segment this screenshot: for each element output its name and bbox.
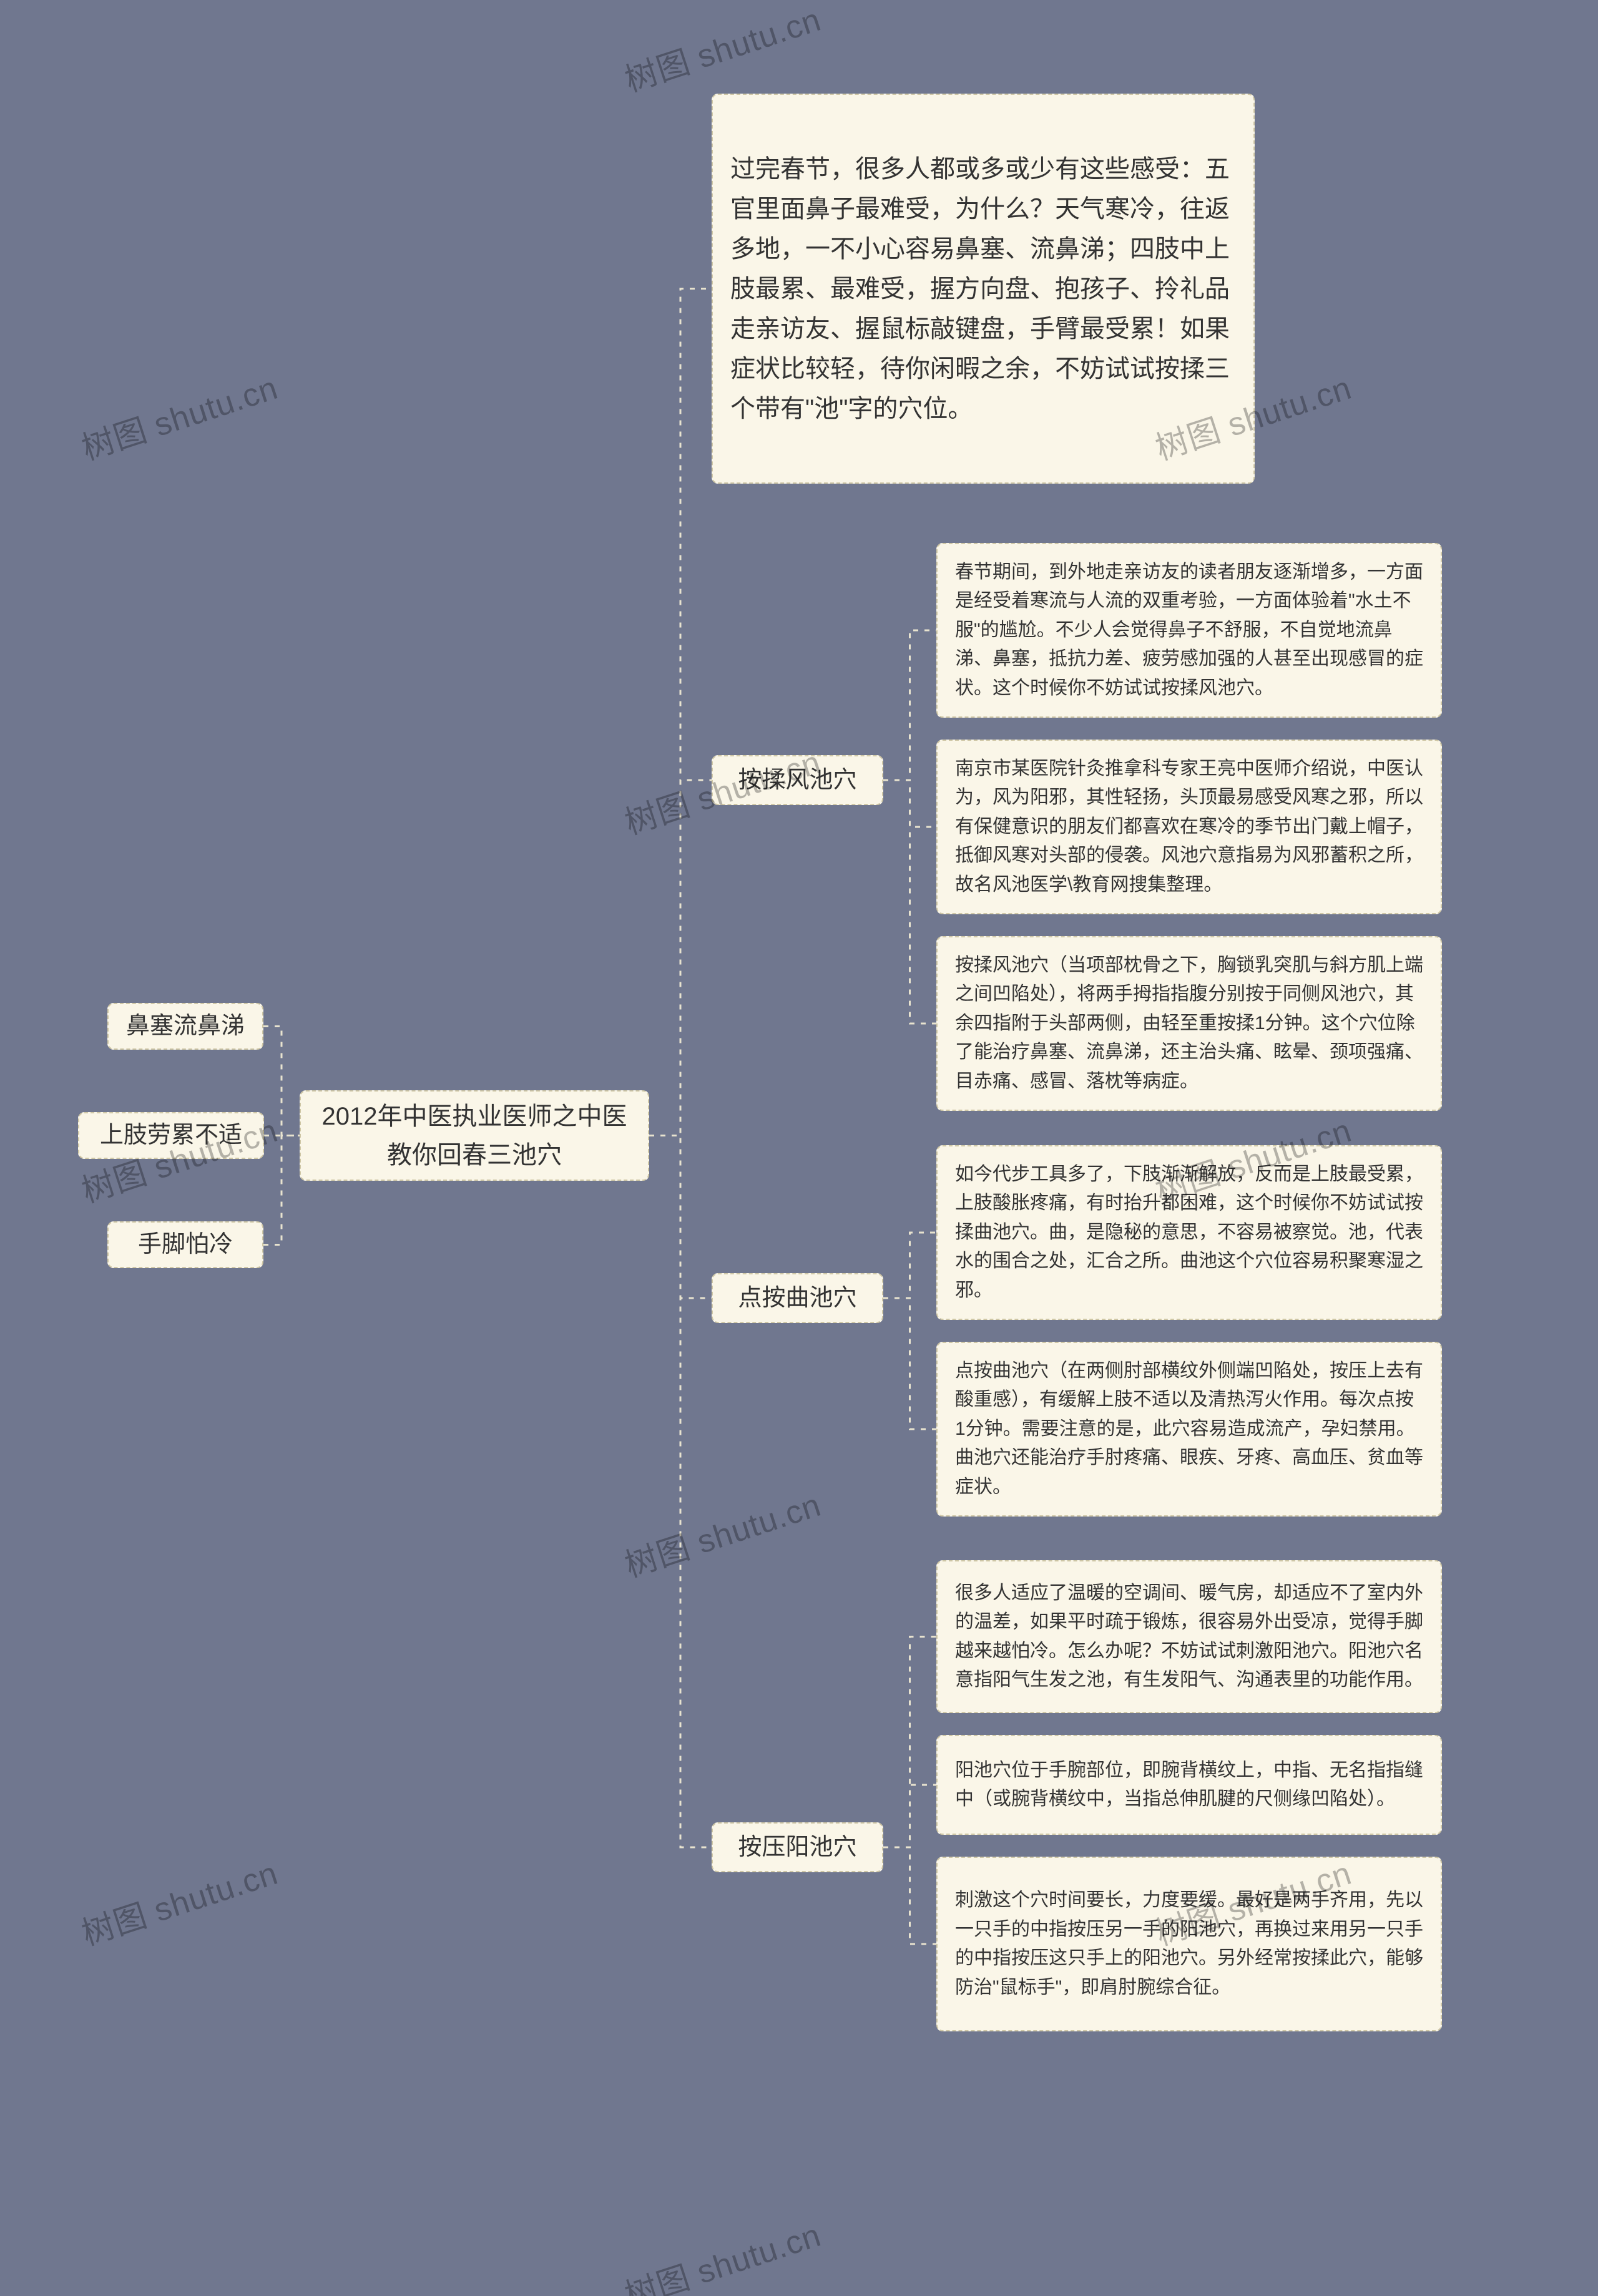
mindmap-canvas: 2012年中医执业医师之中医教你回春三池穴鼻塞流鼻涕上肢劳累不适手脚怕冷 过完春节…	[0, 0, 1598, 2296]
node-r1a[interactable]: 春节期间，到外地走亲访友的读者朋友逐渐增多，一方面是经受着寒流与人流的双重考验，…	[936, 543, 1442, 718]
node-l2[interactable]: 上肢劳累不适	[78, 1112, 264, 1159]
node-r2a[interactable]: 如今代步工具多了，下肢渐渐解放，反而是上肢最受累，上肢酸胀疼痛，有时抬升都困难，…	[936, 1145, 1442, 1320]
node-r1b[interactable]: 南京市某医院针灸推拿科专家王亮中医师介绍说，中医认为，风为阳邪，其性轻扬，头顶最…	[936, 740, 1442, 914]
node-r3a[interactable]: 很多人适应了温暖的空调间、暖气房，却适应不了室内外的温差，如果平时疏于锻炼，很容…	[936, 1560, 1442, 1713]
node-l3[interactable]: 手脚怕冷	[107, 1221, 263, 1268]
watermark: 树图 shutu.cn	[618, 2209, 826, 2296]
node-l1[interactable]: 鼻塞流鼻涕	[107, 1003, 263, 1050]
watermark: 树图 shutu.cn	[75, 1847, 283, 1954]
node-r3c[interactable]: 刺激这个穴时间要长，力度要缓。最好是两手齐用，先以一只手的中指按压另一手的阳池穴…	[936, 1857, 1442, 2031]
watermark: 树图 shutu.cn	[618, 1478, 826, 1586]
node-r1c[interactable]: 按揉风池穴（当项部枕骨之下，胸锁乳突肌与斜方肌上端之间凹陷处），将两手拇指指腹分…	[936, 936, 1442, 1111]
node-r2b[interactable]: 点按曲池穴（在两侧肘部横纹外侧端凹陷处，按压上去有酸重感），有缓解上肢不适以及清…	[936, 1342, 1442, 1517]
node-r3[interactable]: 按压阳池穴	[712, 1822, 883, 1872]
node-r0[interactable]: 过完春节，很多人都或多或少有这些感受：五官里面鼻子最难受，为什么？天气寒冷，往返…	[712, 94, 1255, 484]
node-r1[interactable]: 按揉风池穴	[712, 755, 883, 805]
node-r2[interactable]: 点按曲池穴	[712, 1273, 883, 1323]
node-r3b[interactable]: 阳池穴位于手腕部位，即腕背横纹上，中指、无名指指缝中（或腕背横纹中，当指总伸肌腱…	[936, 1735, 1442, 1835]
watermark: 树图 shutu.cn	[618, 0, 826, 100]
node-root[interactable]: 2012年中医执业医师之中医教你回春三池穴	[300, 1090, 649, 1181]
watermark: 树图 shutu.cn	[75, 361, 283, 469]
